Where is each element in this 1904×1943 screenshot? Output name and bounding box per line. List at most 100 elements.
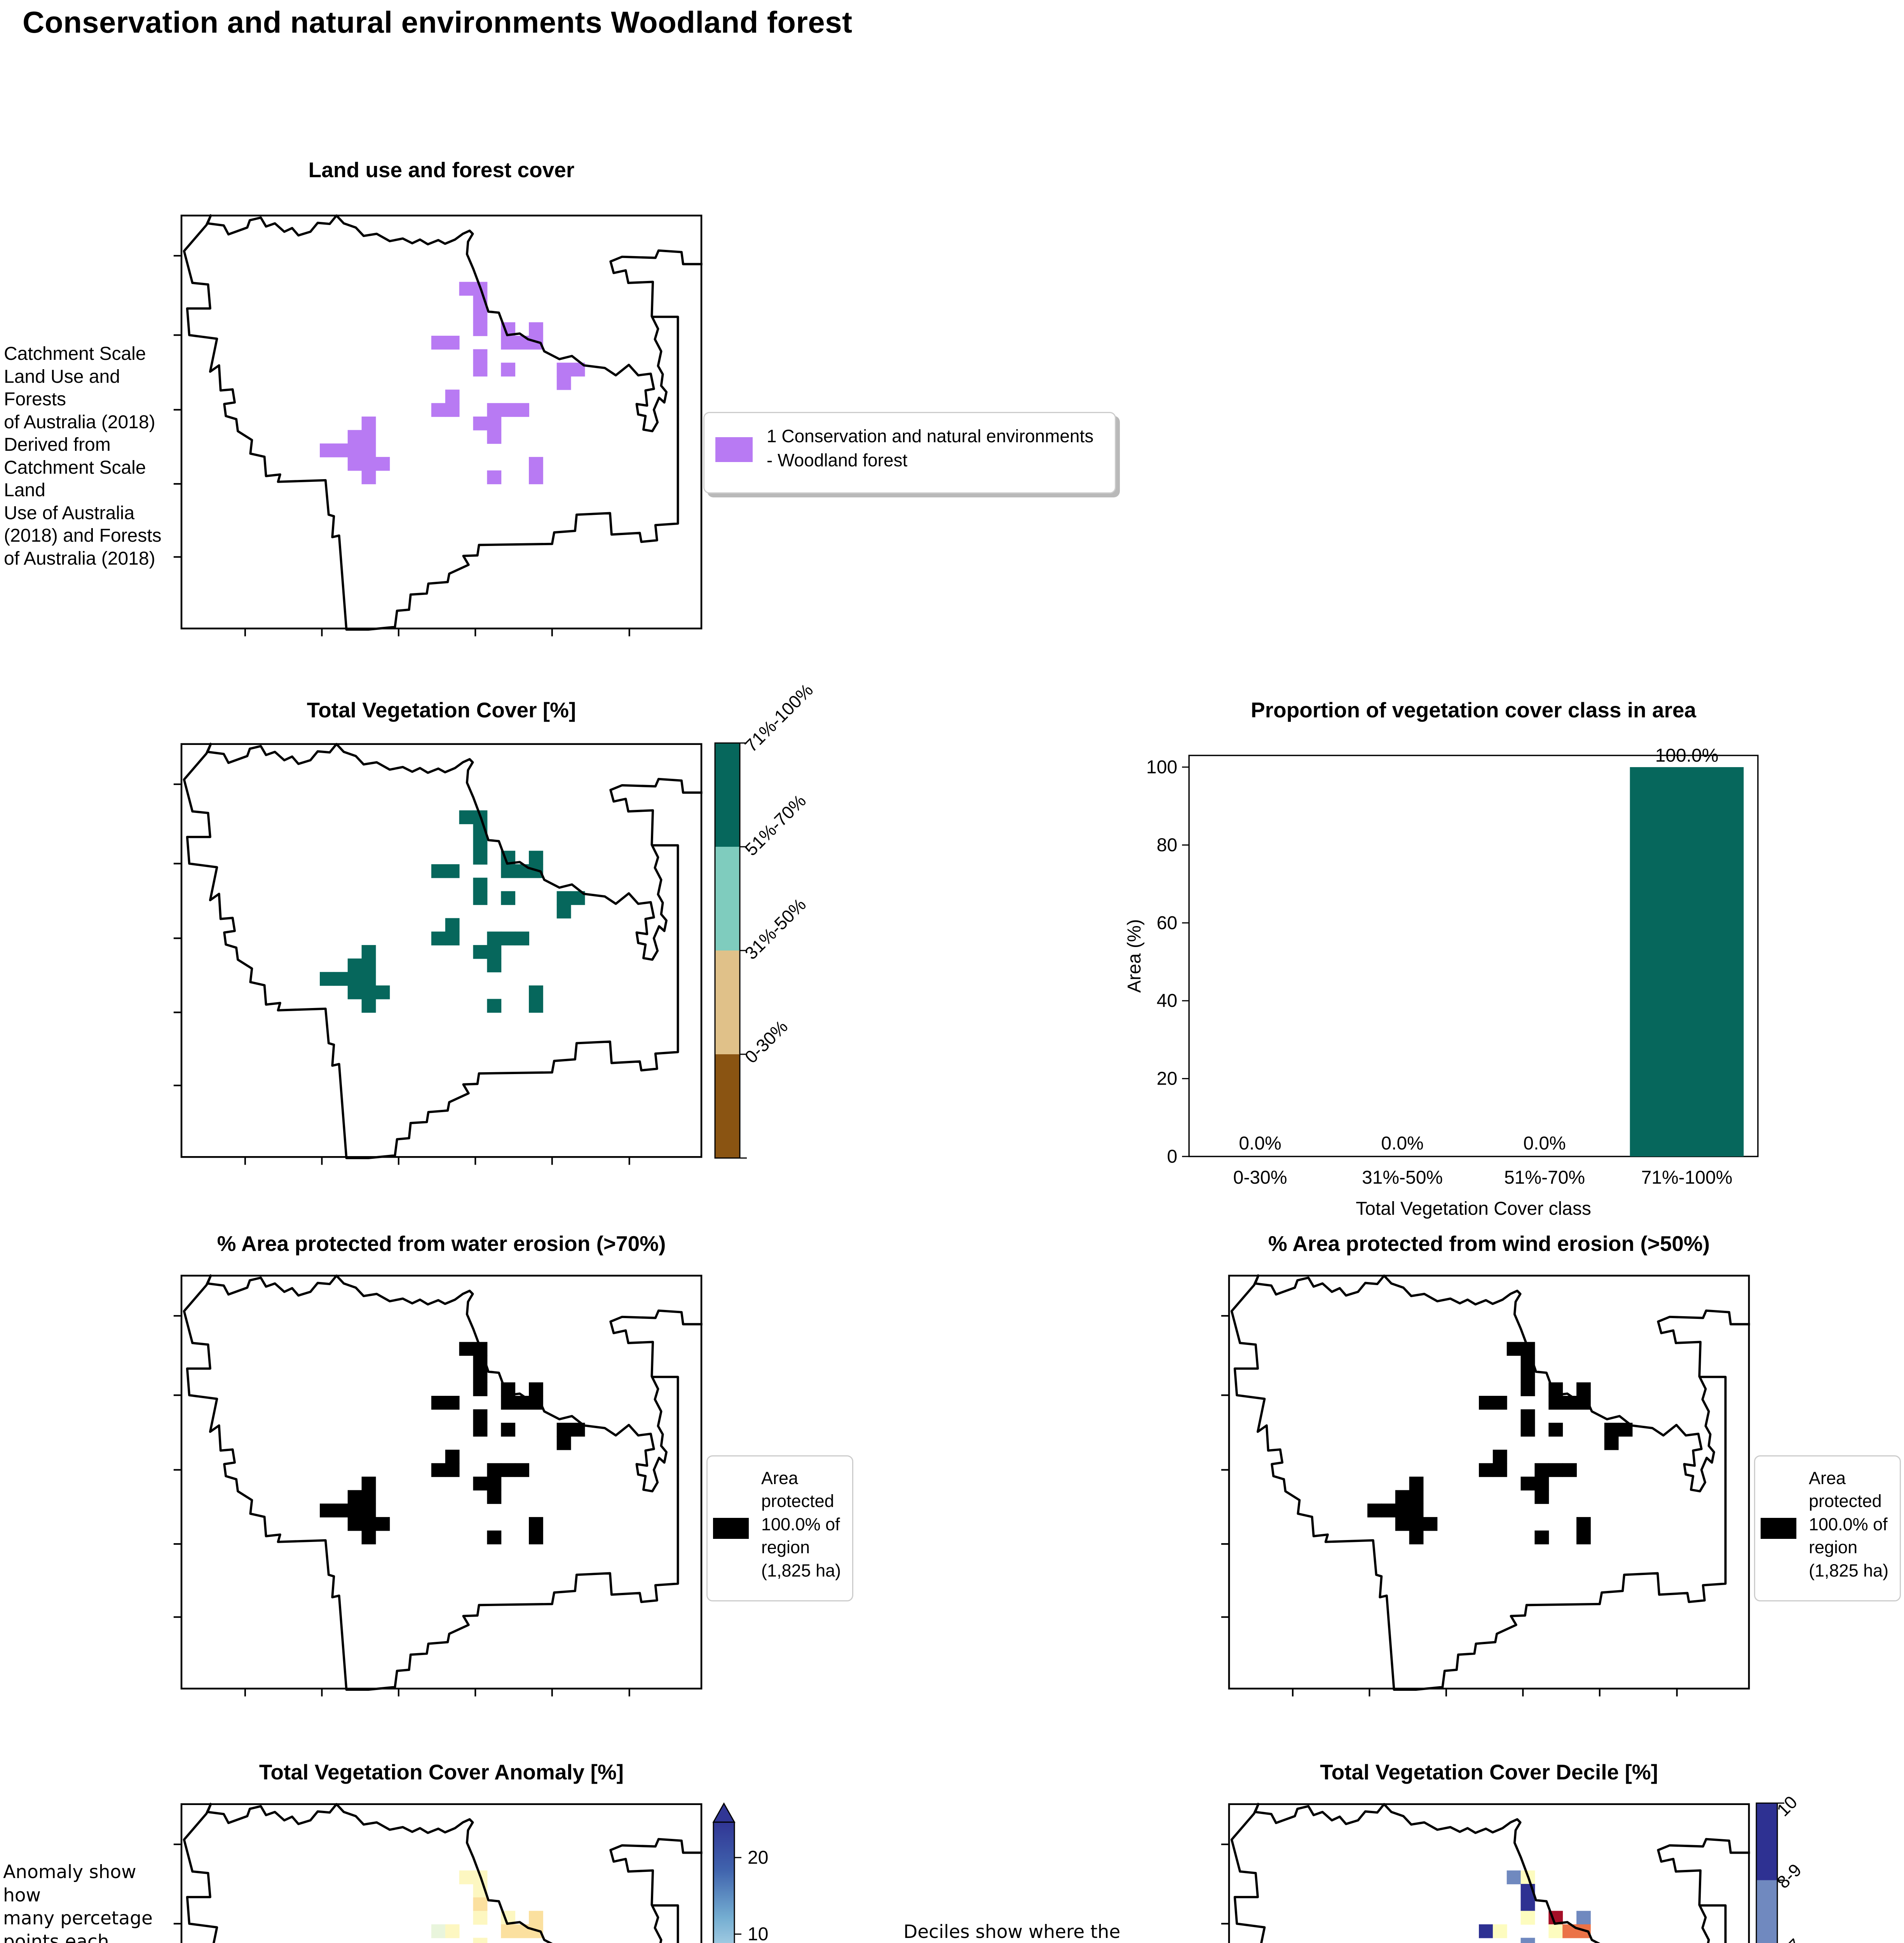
water-erosion-title: % Area protected from water erosion (>70…	[217, 1231, 666, 1256]
region-boundary	[183, 742, 703, 1159]
colorbar-segment	[1756, 1803, 1777, 1881]
map-pixel	[445, 403, 460, 417]
region-boundary	[183, 1274, 703, 1691]
map-pixel	[431, 931, 446, 945]
map-pixel	[487, 416, 502, 431]
map-pixel	[473, 1382, 488, 1396]
map-pixel	[445, 389, 460, 404]
map-pixel	[473, 349, 488, 363]
map-pixel	[487, 470, 502, 485]
bar-value-label: 0.0%	[1381, 1133, 1423, 1154]
colorbar-label: 51%-70%	[741, 790, 810, 860]
map-pixel	[529, 1911, 543, 1925]
map-frame	[1228, 1275, 1750, 1690]
map-pixel	[1548, 1395, 1563, 1410]
map-pixel	[556, 363, 571, 377]
decile-pixels	[1479, 1870, 1591, 1943]
map-pixel	[1604, 1436, 1619, 1450]
map-pixel	[445, 864, 460, 878]
wind-erosion-map	[1221, 1274, 1750, 1697]
map-pixel	[431, 335, 446, 350]
map-pixel	[375, 1517, 390, 1531]
map-pixel	[347, 972, 362, 986]
vegcover-pixels	[319, 810, 585, 1013]
map-pixel	[361, 457, 376, 471]
map-pixel	[431, 1395, 446, 1410]
map-pixel	[1395, 1517, 1410, 1531]
map-pixel	[515, 1463, 529, 1477]
wind-pixels	[1367, 1342, 1633, 1545]
map-frame	[180, 1275, 703, 1690]
map-pixel	[431, 1463, 446, 1477]
map-pixel	[501, 1463, 516, 1477]
x-axis-label: Total Vegetation Cover class	[1356, 1198, 1591, 1219]
colorbar-segment	[715, 951, 740, 1055]
map-pixel	[375, 457, 390, 471]
map-pixel	[487, 430, 502, 444]
map-frame	[180, 215, 703, 630]
map-pixel	[347, 443, 362, 457]
map-pixel	[1548, 1924, 1563, 1938]
map-pixel	[529, 1382, 543, 1396]
map-pixel	[529, 1530, 543, 1545]
colorbar-tick-label: 20	[748, 1847, 768, 1868]
map-pixel	[529, 985, 543, 999]
region-boundary	[1230, 1274, 1750, 1691]
map-pixel	[473, 851, 488, 865]
bar-value-label: 0.0%	[1239, 1133, 1281, 1154]
vegcover-map	[173, 742, 703, 1165]
map-pixel	[515, 403, 529, 417]
x-tick-label: 51%-70%	[1504, 1167, 1585, 1188]
map-pixel	[361, 1517, 376, 1531]
wind-erosion-legend: Area protected 100.0% of region (1,825 h…	[1754, 1455, 1901, 1601]
decile-colorbar: 108-94-72-31	[1756, 1792, 1805, 1943]
map-pixel	[361, 1503, 376, 1517]
anomaly-map	[173, 1802, 703, 1943]
decile-title: Total Vegetation Cover Decile [%]	[1320, 1760, 1658, 1784]
vegcover-title: Total Vegetation Cover [%]	[307, 698, 576, 722]
map-pixel	[1479, 1395, 1493, 1410]
region-boundary	[1230, 1802, 1750, 1943]
map-pixel	[1479, 1463, 1493, 1477]
map-pixel	[1409, 1490, 1424, 1504]
map-pixel	[473, 877, 488, 892]
map-pixel	[431, 403, 446, 417]
landuse-legend-swatch	[715, 437, 753, 462]
vegcover-colorbar: 71%-100% 51%-70% 31%-50% 0-30%	[714, 680, 817, 1159]
map-pixel	[487, 1530, 502, 1545]
map-pixel	[319, 443, 334, 457]
map-pixel	[501, 1924, 516, 1938]
map-pixel	[1576, 1911, 1591, 1925]
map-pixel	[501, 403, 516, 417]
map-pixel	[1576, 1530, 1591, 1545]
map-pixel	[1576, 1517, 1591, 1531]
water-erosion-legend: Area protected 100.0% of region (1,825 h…	[706, 1455, 853, 1601]
landuse-title: Land use and forest cover	[308, 158, 575, 182]
map-frame	[180, 743, 703, 1158]
wind-erosion-title: % Area protected from wind erosion (>50%…	[1268, 1231, 1710, 1256]
map-pixel	[361, 1476, 376, 1491]
colorbar-segment	[1756, 1880, 1777, 1943]
map-pixel	[445, 931, 460, 945]
map-pixel	[501, 931, 516, 945]
bar-71%-100%	[1630, 767, 1744, 1156]
map-pixel	[556, 1423, 571, 1437]
map-pixel	[1576, 1382, 1591, 1396]
map-pixel	[459, 810, 474, 824]
proportion-bar-chart: 0 20 40 60 80 100 Area (%) 0.0% 0-30% 0.0% 31%-50%…	[1124, 745, 1759, 1219]
map-pixel	[1520, 1897, 1535, 1912]
map-pixel	[473, 322, 488, 336]
map-pixel	[445, 1449, 460, 1464]
bar-value-label: 0.0%	[1523, 1133, 1566, 1154]
x-tick-label: 71%-100%	[1641, 1167, 1733, 1188]
map-pixel	[556, 376, 571, 390]
y-tick-label: 20	[1157, 1069, 1177, 1089]
map-pixel	[1548, 1463, 1563, 1477]
wind-legend-label: Area protected 100.0% of region (1,825 h…	[1809, 1468, 1889, 1580]
map-pixel	[1520, 1382, 1535, 1396]
map-pixel	[1520, 1938, 1535, 1943]
map-pixel	[487, 1490, 502, 1504]
map-pixel	[473, 1423, 488, 1437]
map-pixel	[487, 1463, 502, 1477]
map-pixel	[459, 282, 474, 296]
